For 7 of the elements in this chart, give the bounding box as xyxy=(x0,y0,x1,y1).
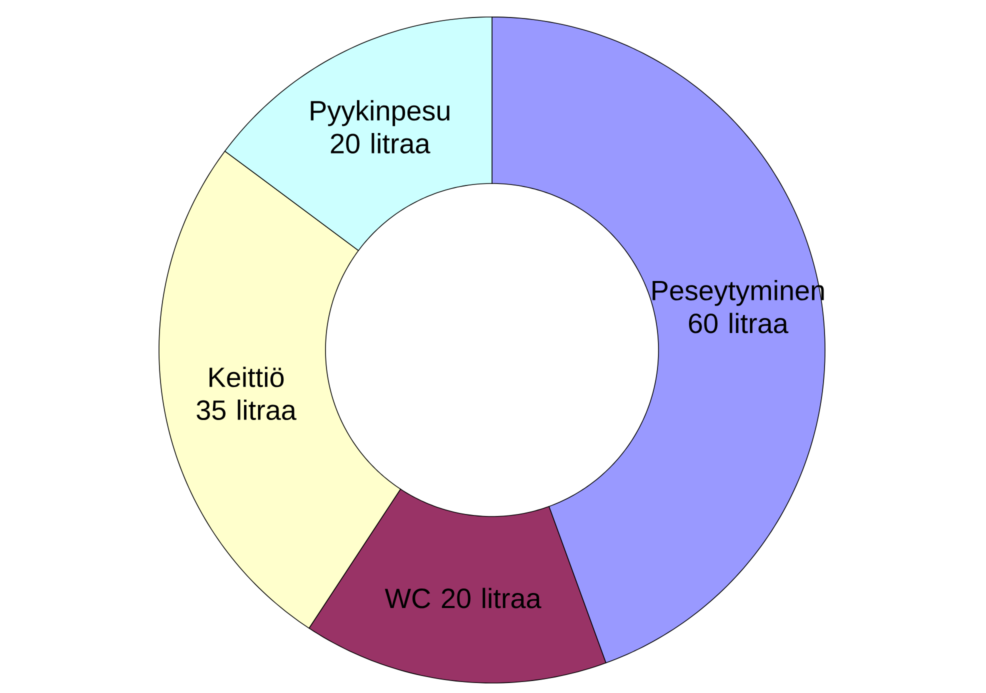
data-label: 35 litraa xyxy=(196,400,296,420)
data-label: 20 litraa xyxy=(330,133,430,154)
slice-label: Pyykinpesu xyxy=(310,100,450,126)
data-label: 60 litraa xyxy=(689,312,788,334)
slice-label: Keittiö xyxy=(210,366,284,388)
data-label: 20 litraa xyxy=(442,588,542,608)
slice-label: WC xyxy=(384,588,430,608)
